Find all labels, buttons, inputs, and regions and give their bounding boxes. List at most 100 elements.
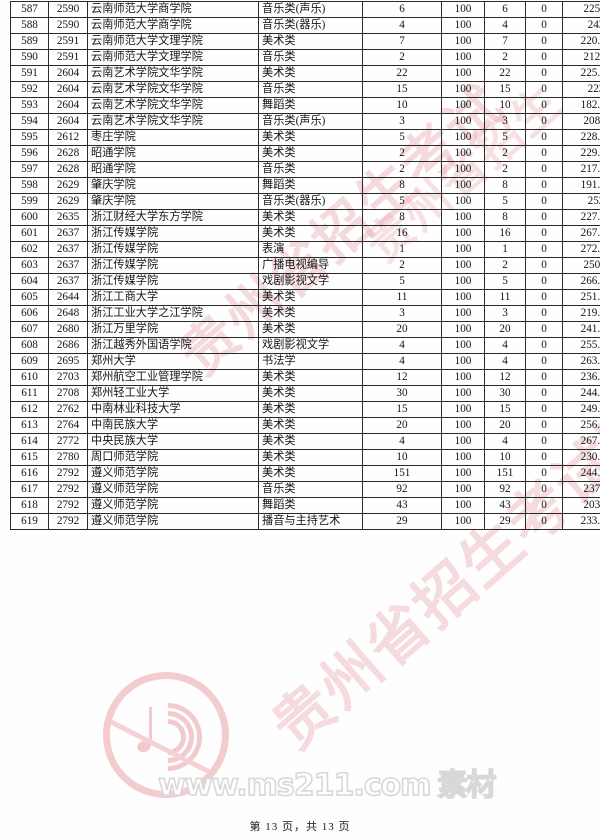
- cell-addpoints: 0: [525, 369, 563, 386]
- cell-major: 音乐类: [258, 161, 363, 178]
- cell-rate: 100: [441, 289, 485, 306]
- cell-code: 2604: [48, 113, 88, 130]
- cell-sequence: 614: [10, 433, 49, 450]
- cell-rate: 100: [441, 353, 485, 370]
- cell-addpoints: 0: [525, 225, 563, 242]
- cell-school: 肇庆学院: [87, 193, 259, 210]
- cell-code: 2604: [48, 97, 88, 114]
- cell-code: 2780: [48, 449, 88, 466]
- cell-code: 2792: [48, 497, 88, 514]
- cell-major: 美术类: [258, 145, 363, 162]
- cell-major: 播音与主持艺术: [258, 513, 363, 530]
- cell-school: 昭通学院: [87, 145, 259, 162]
- cell-enrolled: 3: [484, 113, 526, 130]
- cell-school: 浙江传媒学院: [87, 225, 259, 242]
- cell-school: 浙江传媒学院: [87, 257, 259, 274]
- cell-max-score: 236.32: [562, 369, 600, 386]
- table-row: 602 2637 浙江传媒学院 表演 1 100 1 0 272.33 272.…: [10, 241, 600, 258]
- cell-addpoints: 0: [525, 177, 563, 194]
- cell-major: 美术类: [258, 401, 363, 418]
- cell-major: 广播电视编导: [258, 257, 363, 274]
- cell-code: 2792: [48, 481, 88, 498]
- table-row: 601 2637 浙江传媒学院 美术类 16 100 16 0 267.32 2…: [10, 225, 600, 242]
- cell-major: 美术类: [258, 209, 363, 226]
- cell-plan: 151: [362, 465, 442, 482]
- cell-code: 2695: [48, 353, 88, 370]
- cell-plan: 5: [362, 273, 442, 290]
- cell-sequence: 595: [10, 129, 49, 146]
- cell-sequence: 587: [10, 1, 49, 18]
- cell-addpoints: 0: [525, 385, 563, 402]
- cell-major: 美术类: [258, 433, 363, 450]
- cell-code: 2629: [48, 193, 88, 210]
- cell-sequence: 599: [10, 193, 49, 210]
- cell-rate: 100: [441, 129, 485, 146]
- cell-addpoints: 0: [525, 321, 563, 338]
- table-row: 597 2628 昭通学院 音乐类 2 100 2 0 217.32 214.6: [10, 161, 600, 178]
- cell-rate: 100: [441, 209, 485, 226]
- cell-addpoints: 0: [525, 65, 563, 82]
- cell-enrolled: 11: [484, 289, 526, 306]
- table-row: 593 2604 云南艺术学院文华学院 舞蹈类 10 100 10 0 182.…: [10, 97, 600, 114]
- cell-sequence: 597: [10, 161, 49, 178]
- cell-addpoints: 0: [525, 353, 563, 370]
- cell-school: 云南艺术学院文华学院: [87, 113, 259, 130]
- cell-code: 2764: [48, 417, 88, 434]
- cell-addpoints: 0: [525, 305, 563, 322]
- cell-max-score: 243: [562, 17, 600, 34]
- cell-plan: 4: [362, 433, 442, 450]
- table-row: 598 2629 肇庆学院 舞蹈类 8 100 8 0 191.67 183: [10, 177, 600, 194]
- cell-major: 舞蹈类: [258, 497, 363, 514]
- cell-plan: 15: [362, 401, 442, 418]
- table-row: 604 2637 浙江传媒学院 戏剧影视文学 5 100 5 0 266.67 …: [10, 273, 600, 290]
- cell-sequence: 612: [10, 401, 49, 418]
- cell-major: 音乐类: [258, 481, 363, 498]
- cell-major: 音乐类: [258, 49, 363, 66]
- cell-max-score: 208.2: [562, 113, 600, 130]
- cell-code: 2708: [48, 385, 88, 402]
- cell-sequence: 617: [10, 481, 49, 498]
- cell-rate: 100: [441, 161, 485, 178]
- cell-enrolled: 92: [484, 481, 526, 498]
- cell-plan: 8: [362, 209, 442, 226]
- table-row: 608 2686 浙江越秀外国语学院 戏剧影视文学 4 100 4 0 255.…: [10, 337, 600, 354]
- cell-sequence: 619: [10, 513, 49, 530]
- cell-max-score: 182.33: [562, 97, 600, 114]
- table-row: 617 2792 遵义师范学院 音乐类 92 100 92 0 237.2 22…: [10, 481, 600, 498]
- cell-plan: 2: [362, 161, 442, 178]
- cell-code: 2591: [48, 49, 88, 66]
- cell-addpoints: 0: [525, 449, 563, 466]
- cell-enrolled: 2: [484, 257, 526, 274]
- cell-rate: 100: [441, 81, 485, 98]
- cell-code: 2703: [48, 369, 88, 386]
- page-footer: 第 13 页，共 13 页: [249, 821, 351, 833]
- cell-rate: 100: [441, 113, 485, 130]
- cell-plan: 20: [362, 321, 442, 338]
- cell-major: 美术类: [258, 417, 363, 434]
- cell-code: 2628: [48, 161, 88, 178]
- cell-plan: 43: [362, 497, 442, 514]
- cell-addpoints: 0: [525, 257, 563, 274]
- cell-school: 郑州大学: [87, 353, 259, 370]
- cell-rate: 100: [441, 337, 485, 354]
- cell-school: 浙江越秀外国语学院: [87, 337, 259, 354]
- cell-max-score: 228.66: [562, 129, 600, 146]
- cell-max-score: 251.32: [562, 289, 600, 306]
- cell-max-score: 223: [562, 81, 600, 98]
- cell-enrolled: 4: [484, 337, 526, 354]
- cell-max-score: 267.32: [562, 225, 600, 242]
- cell-enrolled: 2: [484, 49, 526, 66]
- cell-code: 2629: [48, 177, 88, 194]
- cell-school: 中央民族大学: [87, 433, 259, 450]
- cell-addpoints: 0: [525, 289, 563, 306]
- table-row: 594 2604 云南艺术学院文华学院 音乐类(声乐) 3 100 3 0 20…: [10, 113, 600, 130]
- table-row: 618 2792 遵义师范学院 舞蹈类 43 100 43 0 203.2 18…: [10, 497, 600, 514]
- cell-plan: 5: [362, 193, 442, 210]
- cell-max-score: 252: [562, 193, 600, 210]
- cell-addpoints: 0: [525, 113, 563, 130]
- table-body: 587 2590 云南师范大学商学院 音乐类(声乐) 6 100 6 0 225…: [10, 1, 600, 530]
- cell-rate: 100: [441, 273, 485, 290]
- cell-major: 美术类: [258, 129, 363, 146]
- cell-code: 2637: [48, 257, 88, 274]
